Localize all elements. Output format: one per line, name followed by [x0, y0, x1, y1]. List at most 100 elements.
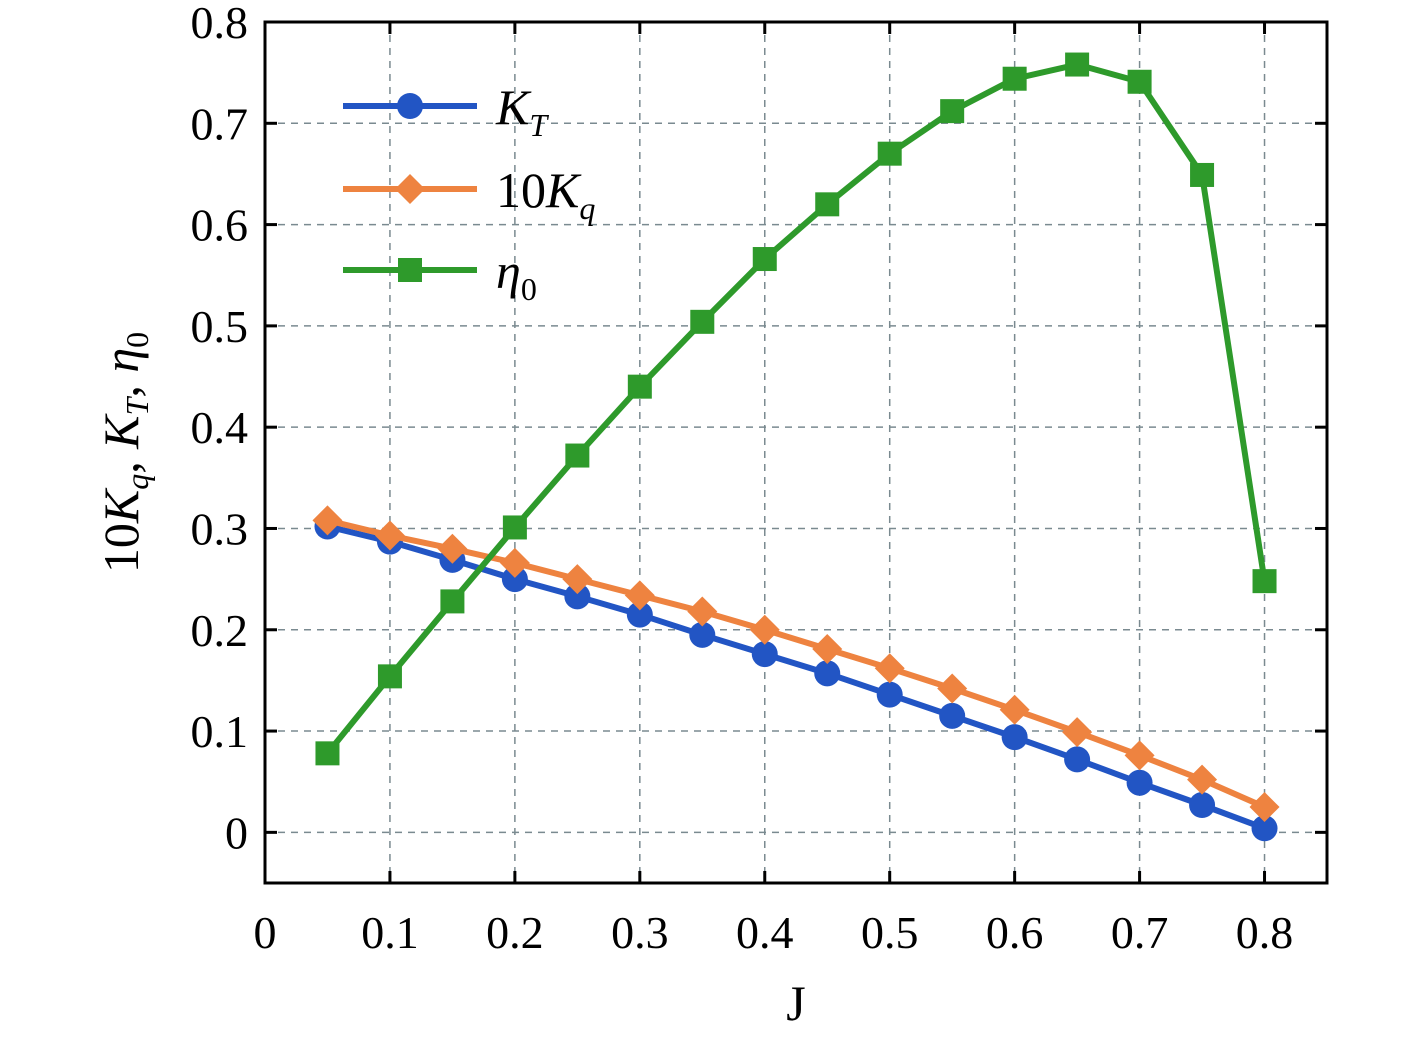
legend-entry-eta: η0 [343, 243, 537, 307]
data-point [1062, 717, 1093, 748]
legend-label: KT [495, 79, 549, 143]
y-label-part: 0 [119, 332, 155, 348]
y-label-part: η [93, 348, 149, 373]
series-0 [314, 513, 1278, 842]
data-point [751, 641, 778, 668]
data-point [1189, 792, 1216, 819]
y-tick-label: 0.5 [191, 301, 249, 352]
y-tick-label: 0.6 [191, 200, 249, 251]
y-label-part: , [93, 373, 149, 398]
data-point [564, 583, 591, 610]
data-point [501, 566, 528, 593]
data-point [874, 653, 905, 684]
data-point [814, 660, 841, 687]
x-tick-label: 0.1 [361, 907, 419, 958]
legend-label: 10Kq [496, 162, 595, 226]
series [312, 52, 1280, 842]
y-label-part: K [93, 413, 149, 450]
data-point [937, 673, 968, 704]
y-axis-label: 10Kq, KT, η0 [93, 332, 155, 573]
legend-entry-kq: 10Kq [343, 162, 595, 226]
y-tick-label: 0.4 [191, 402, 249, 453]
x-axis-label: J [786, 975, 805, 1031]
data-point [624, 580, 655, 611]
x-tick-label: 0.7 [1111, 907, 1169, 958]
data-point [1252, 569, 1277, 594]
x-tick-label: 0.6 [986, 907, 1044, 958]
data-point [1190, 162, 1215, 187]
x-tick-label: 0.4 [736, 907, 794, 958]
data-point [1124, 740, 1155, 771]
y-tick-label: 0.3 [191, 503, 249, 554]
x-tick-label: 0.8 [1236, 907, 1294, 958]
x-tick-label: 0.5 [861, 907, 919, 958]
series-1 [312, 505, 1280, 823]
x-tick-label: 0 [254, 907, 277, 958]
data-point [939, 702, 966, 729]
legend-label: η0 [496, 243, 537, 307]
legend-marker-shape [395, 174, 425, 204]
data-point [1001, 724, 1028, 751]
x-tick-label: 0.2 [486, 907, 544, 958]
data-point [499, 547, 530, 578]
series-line [326, 517, 1266, 810]
data-point [627, 374, 652, 399]
y-tick-label: 0.2 [191, 605, 249, 656]
data-point [1251, 815, 1278, 842]
legend-marker [395, 174, 425, 204]
y-label-part: K [93, 487, 149, 524]
grid [265, 21, 1327, 883]
data-point [1064, 746, 1091, 773]
plot-frame [263, 20, 1329, 885]
y-label-part: 10 [93, 523, 149, 573]
data-point [1065, 52, 1090, 77]
y-tick-label: 0.1 [191, 706, 249, 757]
data-point [1126, 769, 1153, 796]
legend-marker-shape [397, 93, 423, 119]
data-point [1249, 792, 1280, 823]
data-point [626, 601, 653, 628]
series-line [325, 61, 1268, 756]
data-point [812, 634, 843, 665]
y-label-part: q [119, 474, 155, 490]
data-point [377, 664, 402, 689]
data-point [876, 681, 903, 708]
y-tick-label: 0.8 [191, 0, 249, 48]
data-point [690, 309, 715, 334]
data-point [562, 564, 593, 595]
legend-marker-shape [398, 258, 422, 282]
y-tick-label: 0 [225, 807, 248, 858]
data-point [940, 99, 965, 124]
data-point [502, 515, 527, 540]
data-point [689, 621, 716, 648]
x-tick-label: 0.3 [611, 907, 669, 958]
data-point [374, 520, 405, 551]
data-point [1127, 69, 1152, 94]
data-point [1187, 764, 1218, 795]
legend-entry-kt: KT [343, 79, 549, 143]
data-point [565, 443, 590, 468]
data-point [437, 533, 468, 564]
data-point [815, 192, 840, 217]
series-2 [315, 52, 1277, 766]
ticks [263, 20, 1327, 883]
data-point [315, 741, 340, 766]
y-label-part: T [119, 395, 155, 415]
legend-marker [397, 93, 423, 119]
y-tick-label: 0.7 [191, 98, 249, 149]
data-point [312, 505, 343, 536]
data-point [752, 247, 777, 272]
data-point [877, 141, 902, 166]
series-line [326, 523, 1266, 832]
x-tick-labels: 0 0.1 0.2 0.3 0.4 0.5 0.6 0.7 0.8 [254, 907, 1294, 958]
y-tick-labels: 0 0.1 0.2 0.3 0.4 0.5 0.6 0.7 0.8 [191, 0, 249, 858]
legend-marker [398, 258, 422, 282]
data-point [749, 614, 780, 645]
data-point [687, 596, 718, 627]
data-point [1002, 66, 1027, 91]
data-point [440, 589, 465, 614]
y-label-part: , [93, 449, 149, 474]
data-point [999, 694, 1030, 725]
legend: KT 10Kq η0 [343, 79, 595, 307]
